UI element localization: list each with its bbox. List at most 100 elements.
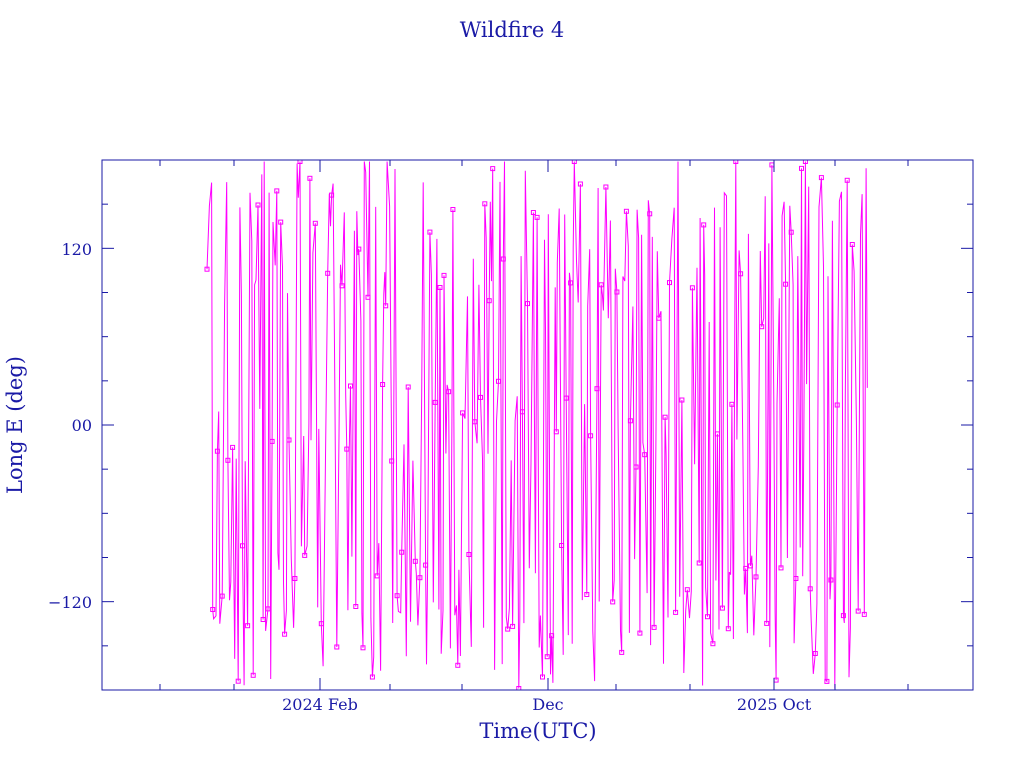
data-point (297, 160, 303, 164)
data-point (689, 285, 695, 291)
data-point (360, 645, 366, 651)
data-point (610, 599, 616, 605)
data-point (759, 324, 765, 330)
data-point (684, 587, 690, 593)
data-point (472, 419, 478, 425)
data-point (840, 613, 846, 619)
data-point (365, 294, 371, 300)
data-point (450, 207, 456, 212)
data-point (530, 210, 536, 215)
data-point (505, 626, 511, 632)
data-point (399, 549, 405, 555)
data-point (389, 458, 395, 464)
data-point (710, 641, 716, 647)
data-point (482, 201, 488, 207)
y-tick-label-120: 120 (61, 240, 92, 259)
data-point (250, 672, 256, 678)
data-point (568, 280, 574, 286)
y-axis-title: Long E (deg) (3, 356, 27, 494)
data-point (307, 175, 313, 181)
data-point (603, 184, 609, 190)
data-point (519, 409, 525, 415)
data-point (383, 303, 389, 309)
data-point (637, 630, 643, 636)
data-point (235, 678, 241, 684)
data-point (642, 452, 648, 458)
data-point (230, 444, 236, 450)
data-point (577, 181, 583, 187)
data-point (818, 175, 824, 181)
data-point (844, 177, 850, 183)
data-point (394, 593, 400, 599)
chart-title: Wildfire 4 (460, 18, 565, 42)
data-point (563, 395, 569, 401)
data-point (619, 649, 625, 655)
data-point (446, 389, 452, 395)
data-point (799, 165, 804, 171)
data-point (255, 202, 261, 208)
data-point (656, 315, 662, 321)
data-point (673, 609, 679, 615)
data-point (292, 576, 298, 581)
data-point (549, 633, 555, 639)
data-point (219, 593, 225, 599)
data-point (807, 586, 813, 592)
data-point (516, 686, 522, 690)
data-point (245, 623, 251, 629)
data-point (696, 560, 702, 566)
data-point (455, 662, 461, 668)
data-point (701, 222, 707, 228)
data-point (743, 565, 749, 571)
data-point (719, 605, 725, 611)
data-point (614, 289, 620, 295)
data-point (225, 457, 231, 463)
data-point (369, 674, 375, 680)
x-tick-label-2025-oct: 2025 Oct (737, 695, 812, 714)
data-point (312, 220, 318, 226)
data-point (834, 402, 840, 408)
data-point (849, 242, 855, 247)
data-point (356, 246, 362, 252)
data-point (325, 270, 331, 276)
data-point (278, 219, 284, 225)
data-point (302, 552, 308, 558)
data-point (460, 410, 466, 416)
y-tick-label-0: 00 (72, 416, 92, 435)
data-point (662, 414, 668, 420)
data-point (286, 437, 292, 443)
data-point (855, 608, 861, 614)
series-line (206, 161, 868, 689)
data-point (500, 256, 506, 262)
data-point (733, 160, 739, 164)
data-point (679, 397, 685, 403)
data-point (729, 401, 735, 407)
data-point (802, 160, 808, 164)
data-point (432, 399, 438, 405)
data-point (374, 573, 380, 579)
data-point (274, 188, 280, 194)
data-point (329, 192, 335, 198)
data-point (544, 654, 550, 660)
data-point (204, 266, 210, 272)
data-point (824, 678, 830, 684)
data-point (783, 281, 789, 287)
x-axis-title: Time(UTC) (479, 719, 596, 743)
data-point (466, 552, 472, 557)
data-point (705, 614, 710, 620)
data-point (427, 229, 433, 235)
data-point (478, 394, 483, 400)
x-tick-label-2024-feb: 2024 Feb (282, 695, 358, 714)
data-point (778, 565, 784, 571)
data-point (793, 576, 799, 581)
data-point (405, 384, 411, 390)
data-point (490, 166, 496, 172)
data-point (525, 301, 530, 307)
data-point (764, 620, 770, 626)
data-point (540, 674, 545, 680)
data-point (667, 280, 672, 286)
data-point (584, 592, 590, 597)
data-point (647, 211, 653, 217)
data-point (260, 617, 266, 622)
data-point (553, 429, 559, 435)
